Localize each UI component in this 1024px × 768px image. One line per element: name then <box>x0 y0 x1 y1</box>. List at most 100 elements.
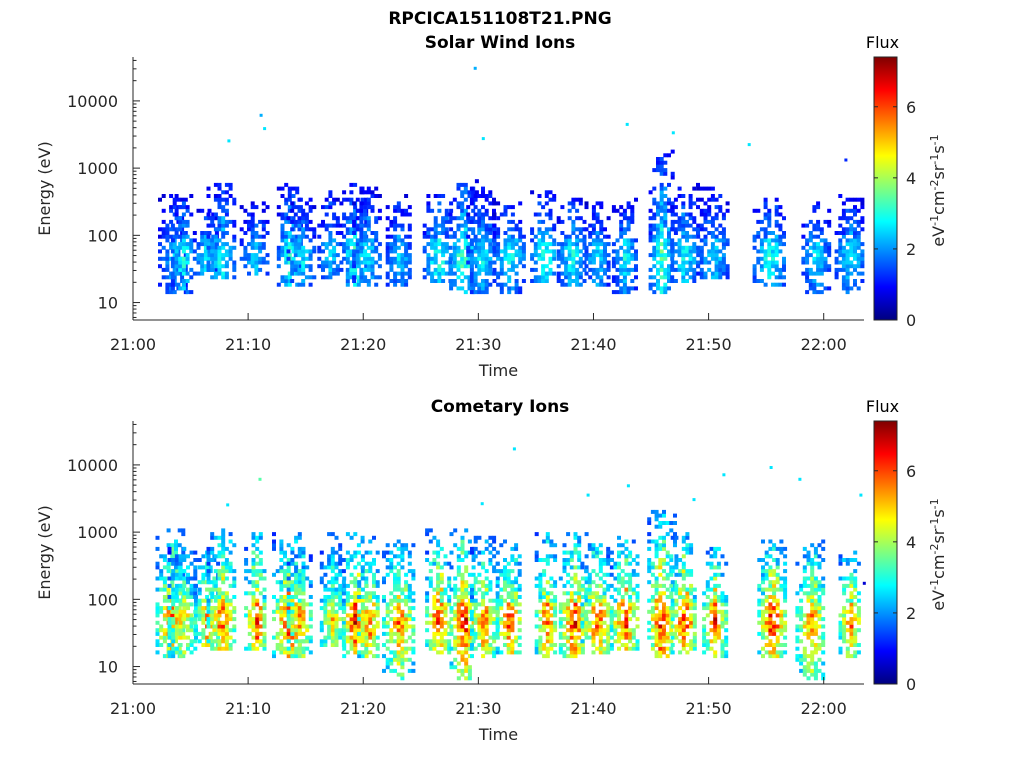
flux-cell <box>538 580 543 585</box>
flux-cell <box>297 227 302 232</box>
flux-cell <box>510 234 515 239</box>
flux-cell <box>556 256 561 261</box>
flux-cell <box>393 657 397 662</box>
flux-cell <box>603 260 607 265</box>
flux-cell <box>471 227 476 232</box>
flux-cell <box>181 654 186 659</box>
flux-cell <box>521 264 526 269</box>
flux-cell <box>591 546 596 551</box>
flux-cell <box>449 227 454 232</box>
flux-cell <box>488 231 493 235</box>
flux-cell <box>437 238 442 243</box>
flux-cell <box>575 279 580 283</box>
flux-cell <box>492 260 497 265</box>
flux-cell <box>575 275 580 280</box>
flux-cell <box>464 628 469 633</box>
flux-point <box>625 122 629 126</box>
flux-cell <box>167 624 172 629</box>
flux-cell <box>255 539 260 544</box>
flux-cell <box>598 550 603 555</box>
flux-cell <box>477 227 482 232</box>
flux-cell <box>595 646 600 651</box>
flux-cell <box>663 286 668 291</box>
flux-cell <box>823 260 828 265</box>
flux-cell <box>767 267 772 272</box>
flux-cell <box>261 256 266 261</box>
flux-cell <box>345 620 350 625</box>
flux-cell <box>159 554 164 559</box>
flux-cell <box>342 197 347 202</box>
flux-cell <box>262 606 267 611</box>
flux-cell <box>293 242 298 247</box>
flux-cell <box>255 580 260 585</box>
flux-cell <box>368 561 373 566</box>
flux-cell <box>464 528 469 533</box>
flux-cell <box>356 587 361 592</box>
flux-cell <box>327 613 332 618</box>
flux-cell <box>287 208 292 213</box>
flux-cell <box>224 201 229 206</box>
flux-cell <box>211 212 216 217</box>
flux-cell <box>250 256 255 261</box>
flux-cell <box>473 275 478 280</box>
flux-cell <box>393 639 397 644</box>
flux-cell <box>580 631 585 636</box>
flux-cell <box>206 223 211 228</box>
flux-cell <box>210 267 215 272</box>
flux-cell <box>353 643 358 647</box>
flux-cell <box>591 279 596 283</box>
flux-cell <box>432 602 437 607</box>
flux-cell <box>349 249 354 254</box>
flux-cell <box>349 617 354 622</box>
flux-cell <box>201 617 206 622</box>
flux-cell <box>648 238 653 243</box>
flux-cell <box>819 227 824 232</box>
flux-cell <box>181 267 186 272</box>
flux-cell <box>602 591 607 596</box>
flux-cell <box>506 580 511 585</box>
flux-cell <box>617 554 621 559</box>
cometary-panel: Cometary Ions 21:00 21:10 21:20 21:30 21:40 2… <box>35 397 948 744</box>
flux-cell <box>196 256 201 261</box>
flux-cell <box>341 620 346 625</box>
flux-cell <box>805 267 810 272</box>
flux-cell <box>595 583 600 588</box>
flux-cell <box>514 595 519 599</box>
flux-cell <box>628 606 633 611</box>
flux-cell <box>286 595 291 599</box>
flux-cell <box>718 249 723 254</box>
flux-cell <box>162 635 167 640</box>
flux-cell <box>174 216 179 221</box>
flux-cell <box>280 253 285 258</box>
flux-cell <box>213 606 218 611</box>
flux-cell <box>439 639 444 644</box>
flux-cell <box>294 606 299 611</box>
flux-cell <box>232 201 237 206</box>
flux-cell <box>162 580 167 585</box>
flux-cell <box>297 216 302 221</box>
flux-cell <box>556 275 561 280</box>
flux-cell <box>385 639 390 644</box>
flux-cell <box>251 591 256 596</box>
flux-cell <box>484 253 489 258</box>
flux-cell <box>251 550 256 555</box>
flux-cell <box>688 264 693 269</box>
flux-cell <box>364 617 369 622</box>
flux-cell <box>212 628 217 633</box>
flux-cell <box>334 639 339 644</box>
flux-cell <box>356 543 361 548</box>
flux-cell <box>841 264 846 269</box>
flux-cell <box>251 561 256 566</box>
flux-cell <box>853 234 857 239</box>
flux-cell <box>566 580 571 585</box>
flux-cell <box>353 227 358 232</box>
flux-cell <box>393 208 398 213</box>
flux-cell <box>182 635 187 640</box>
flux-cell <box>767 242 772 247</box>
flux-cell <box>617 613 621 618</box>
flux-cell <box>165 231 170 235</box>
flux-cell <box>484 194 489 198</box>
flux-cell <box>262 646 267 651</box>
flux-cell <box>467 609 472 614</box>
flux-cell <box>503 282 508 287</box>
